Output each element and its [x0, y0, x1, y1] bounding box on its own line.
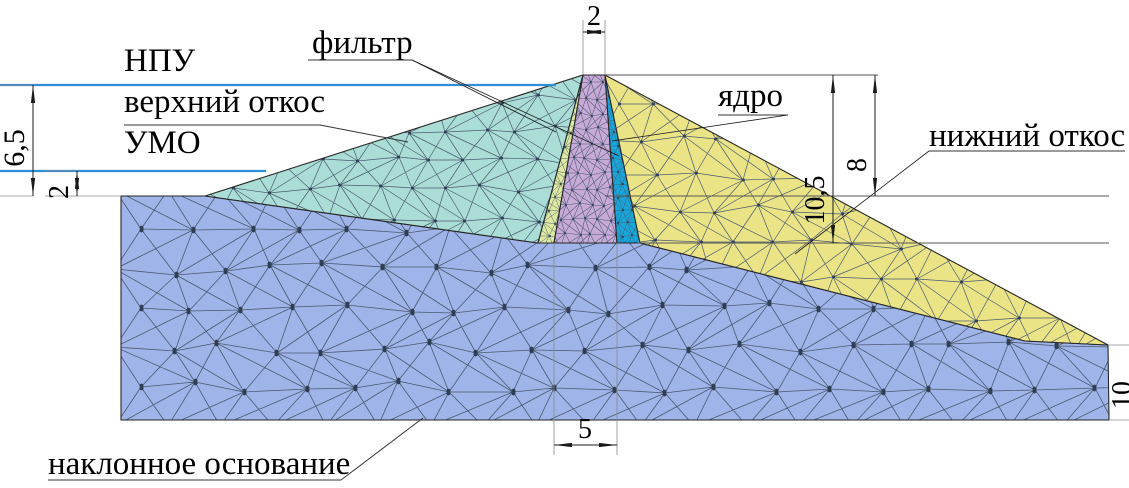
svg-text:5: 5 [578, 414, 592, 445]
svg-text:ядро: ядро [718, 78, 783, 114]
svg-text:8: 8 [842, 158, 873, 172]
svg-text:нижний откос: нижний откос [929, 118, 1125, 154]
svg-text:10: 10 [1107, 381, 1129, 409]
svg-text:2: 2 [44, 185, 75, 199]
svg-text:УМО: УМО [124, 125, 201, 161]
svg-text:10,5: 10,5 [800, 176, 831, 225]
svg-text:6,5: 6,5 [0, 129, 31, 167]
svg-text:фильтр: фильтр [312, 25, 413, 61]
svg-text:наклонное основание: наклонное основание [48, 446, 350, 482]
svg-text:НПУ: НПУ [124, 43, 196, 79]
svg-text:верхний откос: верхний откос [124, 84, 325, 120]
svg-text:2: 2 [587, 1, 601, 32]
